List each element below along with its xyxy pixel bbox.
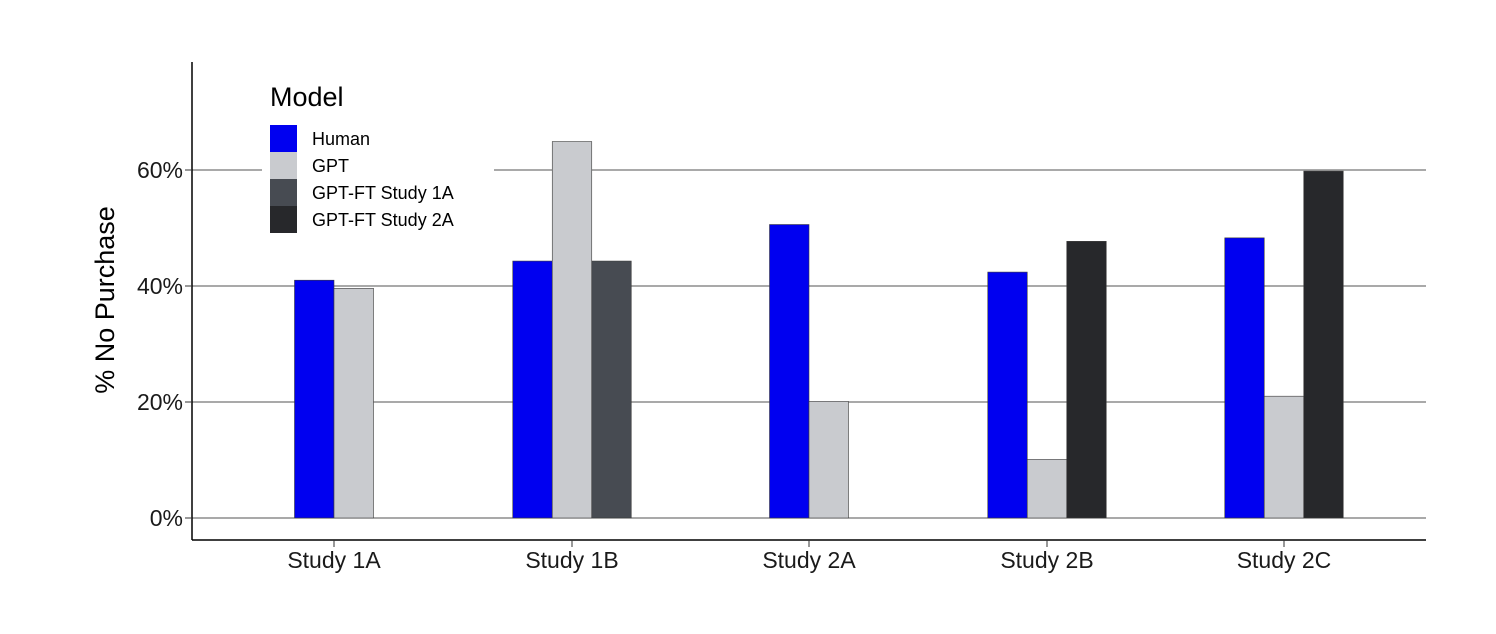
legend-swatch-human	[270, 125, 297, 152]
legend-label-human: Human	[312, 129, 370, 149]
legend-items: Human GPT GPT-FT Study 1A GPT-FT Study 2A	[270, 125, 454, 233]
y-ticks: 0% 20% 40% 60%	[137, 157, 192, 531]
bar-study-1a-human	[294, 279, 335, 519]
legend-swatch-gpt	[270, 152, 297, 179]
x-ticks: Study 1A Study 1B Study 2A Study 2B Study 2C	[287, 540, 1331, 573]
bar-study-2c-gpt	[1263, 395, 1305, 519]
bar-study-2c-gpt-ft-study-2a	[1303, 170, 1344, 519]
legend-label-gpt: GPT	[312, 156, 349, 176]
x-tick-label: Study 2C	[1237, 547, 1332, 573]
legend-swatch-gpt-ft-study-1a	[270, 179, 297, 206]
bar-study-1b-gpt	[551, 141, 593, 519]
bar-study-1a-gpt	[333, 288, 374, 519]
bars	[294, 141, 1344, 519]
bar-study-2a-human	[769, 224, 810, 519]
y-tick-label: 40%	[137, 273, 183, 299]
bar-study-2b-gpt	[1026, 459, 1068, 519]
legend-background	[262, 75, 494, 237]
y-tick-label: 0%	[150, 505, 183, 531]
x-tick-label: Study 2A	[762, 547, 856, 573]
bar-study-2b-human	[987, 271, 1028, 519]
bar-study-2b-gpt-ft-study-2a	[1066, 241, 1107, 519]
bar-study-2c-human	[1224, 237, 1265, 519]
y-axis-title: % No Purchase	[90, 206, 120, 394]
y-tick-label: 60%	[137, 157, 183, 183]
legend: Model Human GPT GPT-FT Study 1A GPT-FT Stud…	[262, 75, 494, 237]
legend-swatch-gpt-ft-study-2a	[270, 206, 297, 233]
legend-label-gpt-ft-study-1a: GPT-FT Study 1A	[312, 183, 454, 203]
legend-title: Model	[270, 82, 344, 112]
x-tick-label: Study 2B	[1000, 547, 1093, 573]
bar-study-1b-human	[512, 260, 553, 519]
legend-label-gpt-ft-study-2a: GPT-FT Study 2A	[312, 210, 454, 230]
bar-study-2a-gpt	[808, 401, 849, 519]
bar-study-1b-gpt-ft-study-1a	[591, 260, 632, 519]
y-tick-label: 20%	[137, 389, 183, 415]
x-tick-label: Study 1A	[287, 547, 381, 573]
x-tick-label: Study 1B	[525, 547, 618, 573]
